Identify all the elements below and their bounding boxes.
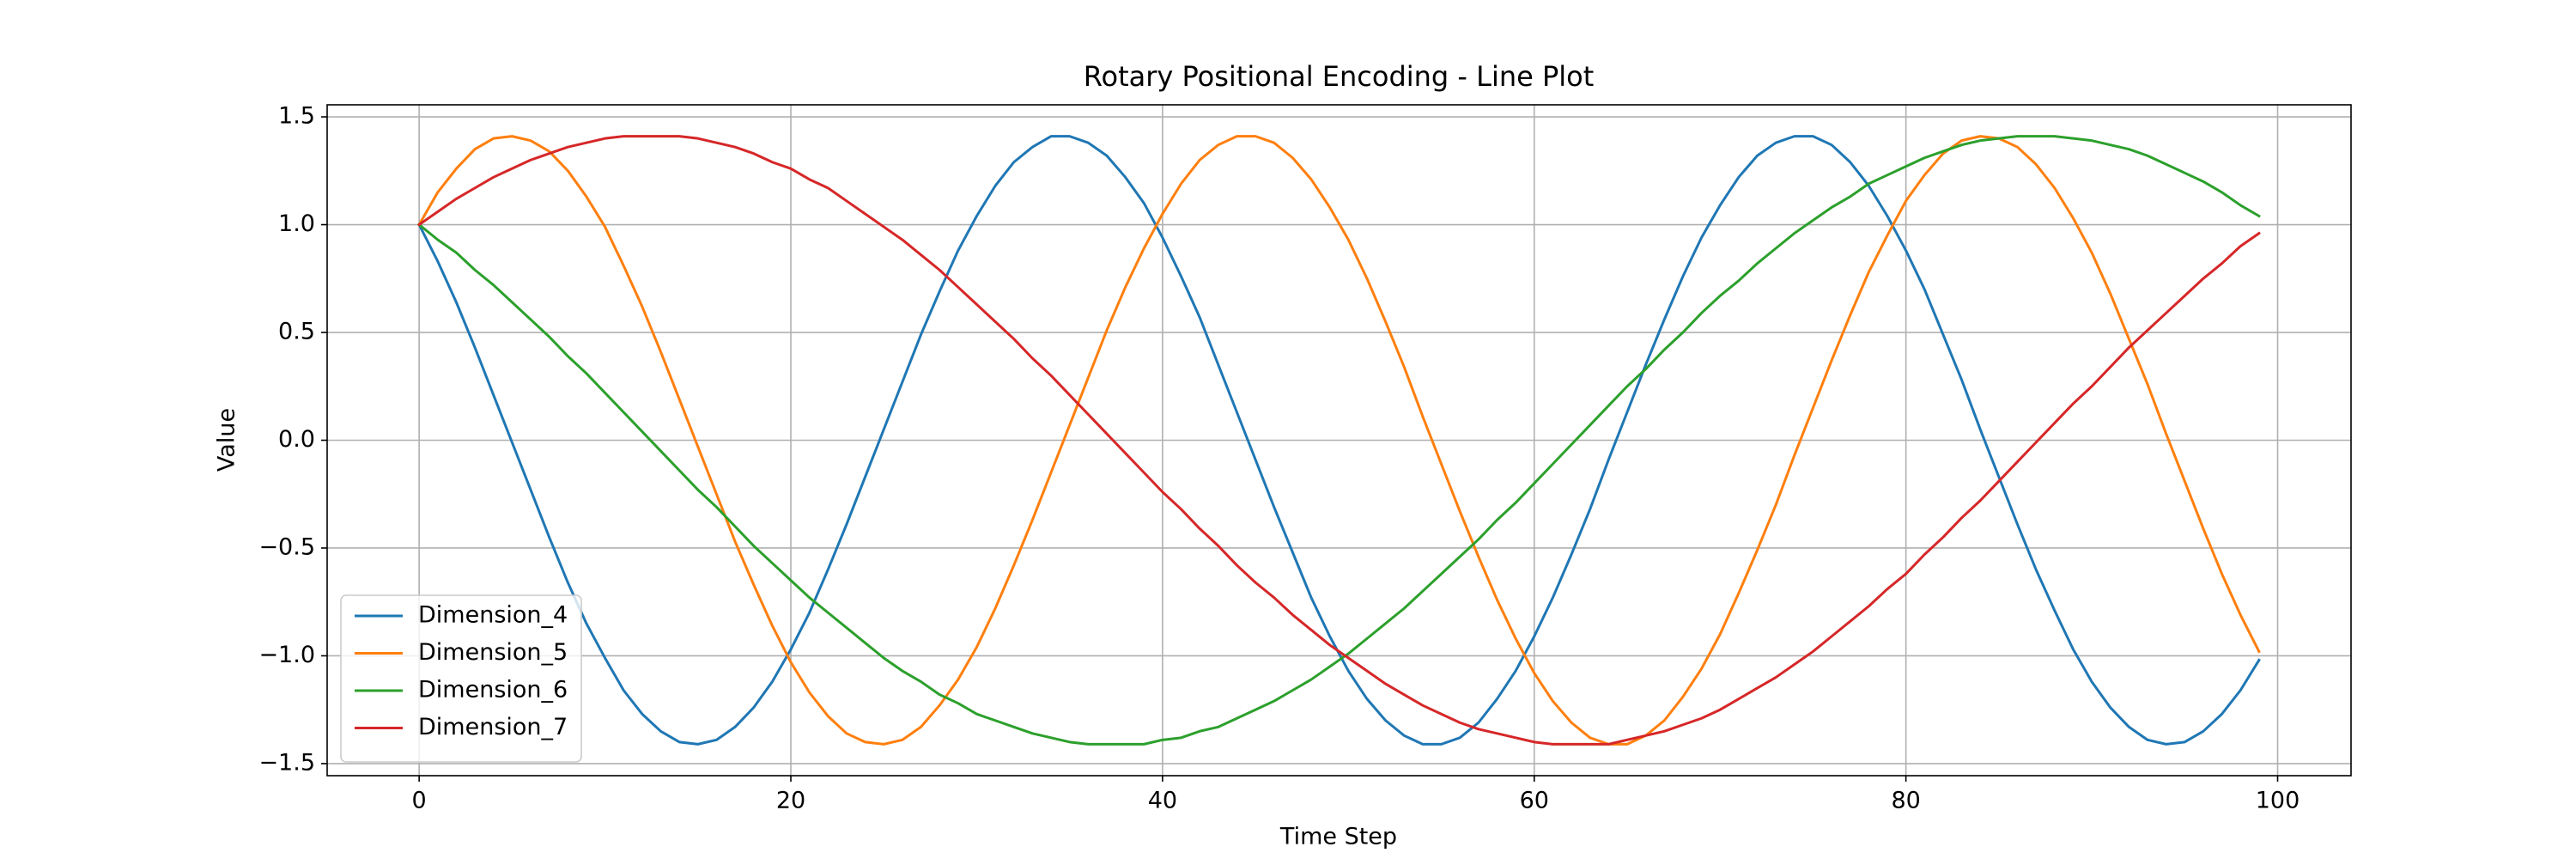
legend-label: Dimension_4: [418, 602, 568, 629]
y-tick-label: 1.0: [278, 210, 315, 237]
series-line: [417, 135, 2261, 746]
series-line: [417, 135, 2261, 746]
x-tick-label: 100: [2256, 788, 2300, 814]
legend-label: Dimension_5: [418, 639, 568, 666]
y-tick-label: 1.5: [278, 103, 315, 130]
x-tick-label: 40: [1148, 788, 1177, 814]
series-line: [417, 135, 2261, 746]
y-tick-label: −1.5: [258, 749, 315, 776]
chart-title: Rotary Positional Encoding - Line Plot: [1084, 60, 1595, 93]
x-tick-label: 20: [776, 788, 805, 814]
x-tick-label: 80: [1891, 788, 1920, 814]
y-tick-label: 0.0: [278, 426, 315, 453]
y-tick-label: −0.5: [258, 533, 315, 560]
y-axis-label: Value: [214, 408, 240, 472]
x-tick-label: 60: [1520, 788, 1549, 814]
legend-label: Dimension_7: [418, 714, 568, 740]
legend-label: Dimension_6: [418, 677, 568, 704]
x-axis-label: Time Step: [1279, 824, 1397, 850]
y-tick-label: 0.5: [278, 319, 315, 345]
plot-frame: [326, 104, 2352, 777]
y-tick-label: −1.0: [258, 642, 315, 668]
x-tick-label: 0: [412, 788, 427, 814]
legend: Dimension_4 Dimension_5 Dimension_6 Dimensi…: [340, 594, 582, 763]
legend-box: [340, 594, 582, 763]
